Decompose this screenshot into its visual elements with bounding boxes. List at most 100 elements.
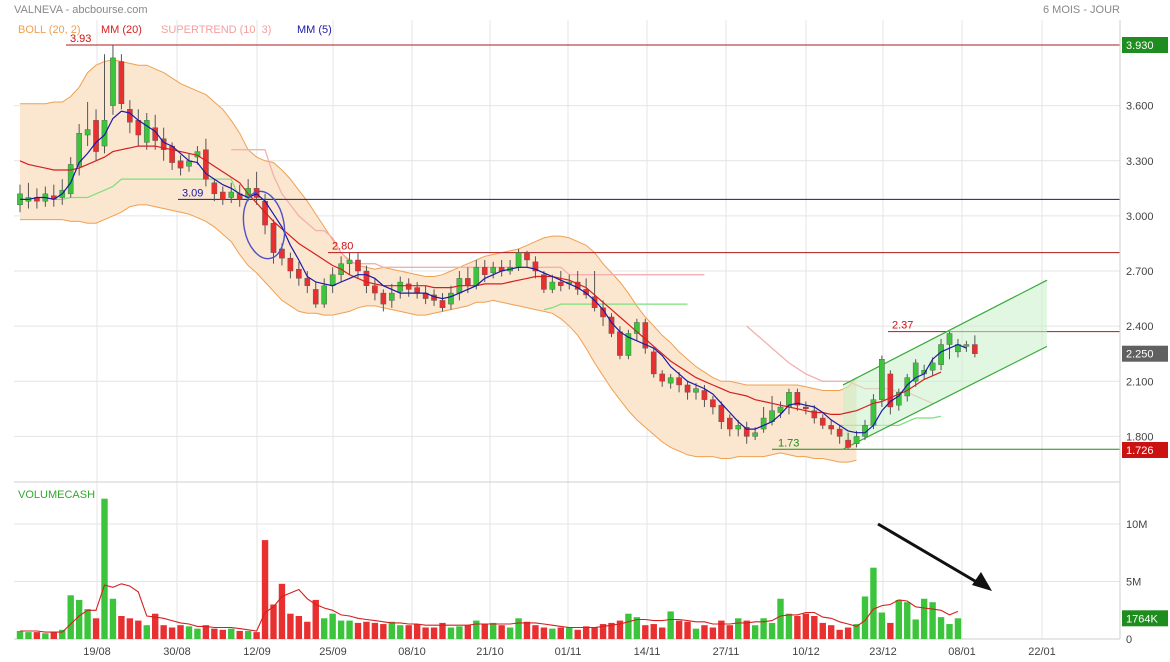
candle-body xyxy=(583,289,589,296)
candle-body xyxy=(219,191,226,200)
period-label[interactable]: 6 MOIS - JOUR xyxy=(1043,4,1120,16)
volume-bar xyxy=(321,618,328,639)
candle-body xyxy=(828,425,834,430)
candle-body xyxy=(515,252,522,268)
volume-bar xyxy=(354,622,362,639)
level-box-label: 3.930 xyxy=(1126,40,1154,52)
volume-bar xyxy=(540,627,548,639)
candle-body xyxy=(321,285,328,305)
last-price-label: 2.250 xyxy=(1126,349,1154,361)
volume-bar xyxy=(456,626,463,639)
candle-body xyxy=(397,281,404,292)
channel-fill xyxy=(843,280,1047,450)
candle-body xyxy=(634,322,640,334)
candle-body xyxy=(929,362,936,371)
candle-body xyxy=(448,292,454,305)
volume-bar xyxy=(726,625,733,639)
last-volume-label: 1764K xyxy=(1126,613,1158,625)
volume-bar xyxy=(549,628,556,639)
candle-body xyxy=(650,351,657,375)
candle-body xyxy=(887,373,894,408)
y-tick-label: 2.700 xyxy=(1126,266,1154,278)
volume-bar xyxy=(954,618,962,639)
annotation-label: 2.80 xyxy=(332,241,353,253)
volume-bar xyxy=(566,627,573,639)
volume-bar xyxy=(185,626,193,639)
x-tick-label: 23/12 xyxy=(869,646,897,658)
volume-bar xyxy=(633,617,641,639)
candle-body xyxy=(659,373,665,382)
volume-bar xyxy=(287,613,294,639)
y-tick-label: 3.000 xyxy=(1126,211,1154,223)
legend-mm5[interactable]: MM (5) xyxy=(297,24,332,36)
candle-body xyxy=(727,417,733,430)
volume-bar xyxy=(870,567,877,639)
volume-bar xyxy=(718,620,725,639)
volume-bar xyxy=(920,598,928,639)
volume-bar xyxy=(523,621,531,639)
bollinger-lower xyxy=(20,204,857,463)
candle-body xyxy=(701,390,708,400)
x-tick-label: 27/11 xyxy=(713,646,740,658)
candle-body xyxy=(591,296,598,308)
volume-bar xyxy=(557,627,564,639)
volume-average-line xyxy=(20,583,959,633)
candle-body xyxy=(541,274,547,290)
candle-body xyxy=(389,292,395,301)
annotation-label: 1.73 xyxy=(778,437,799,449)
volume-bar xyxy=(692,628,700,639)
volume-bar xyxy=(599,624,607,639)
volume-bar xyxy=(168,627,176,639)
volume-bar xyxy=(135,620,142,639)
candlestick-series xyxy=(17,45,978,450)
candle-body xyxy=(355,259,361,272)
x-tick-label: 12/09 xyxy=(243,646,271,658)
supertrend-segment xyxy=(543,303,688,311)
volume-bar xyxy=(405,625,412,639)
chart-title: VALNEVA - abcbourse.com xyxy=(14,4,148,16)
volume-bar xyxy=(194,628,201,639)
candle-body xyxy=(405,283,412,290)
volume-bar xyxy=(422,627,429,639)
volume-bar xyxy=(625,613,632,639)
supertrend-segment xyxy=(231,149,705,276)
candle-body xyxy=(532,261,539,272)
volume-bar xyxy=(929,602,936,639)
arrow-annotation xyxy=(877,522,992,591)
volume-bar xyxy=(743,620,750,639)
candle-body xyxy=(904,377,911,397)
candle-body xyxy=(84,129,91,136)
x-tick-label: 30/08 xyxy=(163,646,191,658)
x-tick-label: 08/01 xyxy=(948,646,976,658)
volume-bar xyxy=(33,632,41,639)
candle-body xyxy=(963,344,970,347)
candle-body xyxy=(558,281,564,286)
candle-body xyxy=(811,410,818,419)
candle-body xyxy=(203,149,209,180)
candle-body xyxy=(853,436,860,444)
volume-bar xyxy=(101,498,108,639)
volume-bar xyxy=(861,596,869,639)
candle-body xyxy=(93,120,99,152)
volume-bar xyxy=(447,627,455,639)
candle-body xyxy=(211,182,218,195)
volume-bar xyxy=(802,613,810,639)
legend-boll[interactable]: BOLL (20, 2) xyxy=(18,24,81,36)
bollinger-bands xyxy=(20,59,857,463)
candle-body xyxy=(617,331,623,356)
volume-bar xyxy=(337,620,345,639)
legend-mm20[interactable]: MM (20) xyxy=(101,24,142,36)
legend-supertrend[interactable]: SUPERTREND (10, 3) xyxy=(161,24,271,36)
volume-bar xyxy=(67,595,74,639)
candle-body xyxy=(625,333,632,356)
candle-body xyxy=(490,267,497,274)
volume-tick-label: 10M xyxy=(1126,519,1147,531)
volume-bar xyxy=(59,629,66,639)
volume-bar xyxy=(650,624,657,639)
candle-body xyxy=(127,109,133,123)
volume-bar xyxy=(244,630,252,639)
volume-bar xyxy=(844,627,852,639)
volume-axis: 10M 5M 0 1764K xyxy=(1122,519,1168,646)
volume-bar xyxy=(794,616,801,639)
volume-bar xyxy=(811,616,818,639)
